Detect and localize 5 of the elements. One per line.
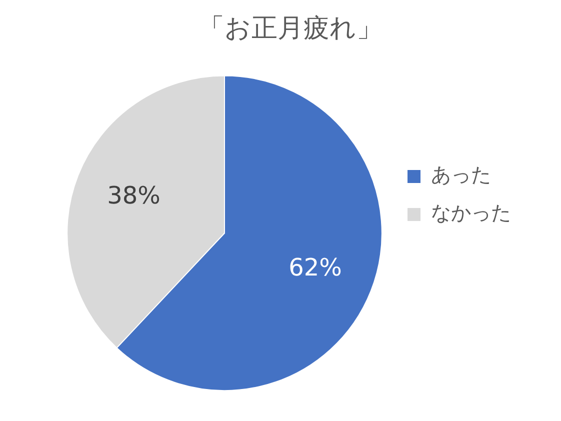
data-label: 38% bbox=[107, 181, 160, 210]
legend-label: なかった bbox=[431, 200, 511, 225]
data-label: 62% bbox=[288, 253, 342, 282]
chart-title: 「お正月疲れ」 bbox=[198, 13, 382, 44]
legend-label: あった bbox=[431, 162, 491, 187]
